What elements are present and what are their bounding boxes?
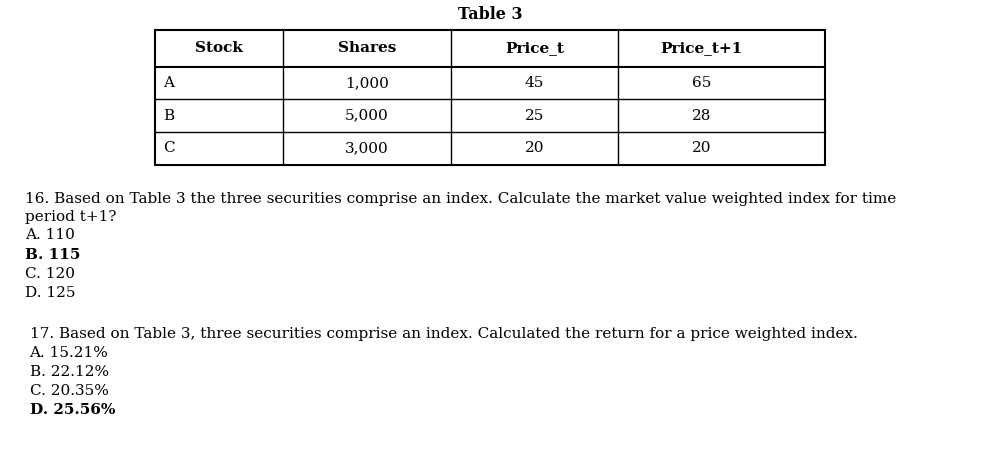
Text: period t+1?: period t+1? <box>25 210 116 224</box>
Text: 5,000: 5,000 <box>345 109 389 123</box>
Text: B. 115: B. 115 <box>25 247 80 262</box>
Text: Price_t: Price_t <box>505 41 564 55</box>
Bar <box>155 30 825 165</box>
Text: B. 22.12%: B. 22.12% <box>30 365 108 379</box>
Text: C. 120: C. 120 <box>25 266 75 281</box>
Text: A. 110: A. 110 <box>25 228 75 242</box>
Text: 20: 20 <box>692 142 711 155</box>
Text: 45: 45 <box>524 76 544 90</box>
Text: B: B <box>163 109 174 123</box>
Text: C. 20.35%: C. 20.35% <box>30 384 108 398</box>
Text: Shares: Shares <box>338 41 397 55</box>
Text: 17. Based on Table 3, three securities comprise an index. Calculated the return : 17. Based on Table 3, three securities c… <box>30 327 857 341</box>
Text: 3,000: 3,000 <box>345 142 389 155</box>
Text: 28: 28 <box>692 109 711 123</box>
Text: Stock: Stock <box>196 41 243 55</box>
Text: A. 15.21%: A. 15.21% <box>30 346 108 360</box>
Text: 65: 65 <box>692 76 711 90</box>
Text: A: A <box>163 76 174 90</box>
Text: 16. Based on Table 3 the three securities comprise an index. Calculate the marke: 16. Based on Table 3 the three securitie… <box>25 192 895 206</box>
Text: D. 25.56%: D. 25.56% <box>30 403 115 417</box>
Text: 20: 20 <box>524 142 544 155</box>
Text: Price_t+1: Price_t+1 <box>660 41 743 55</box>
Text: 25: 25 <box>524 109 544 123</box>
Text: Table 3: Table 3 <box>458 6 523 23</box>
Text: C: C <box>163 142 175 155</box>
Text: 1,000: 1,000 <box>345 76 389 90</box>
Text: D. 125: D. 125 <box>25 286 75 300</box>
